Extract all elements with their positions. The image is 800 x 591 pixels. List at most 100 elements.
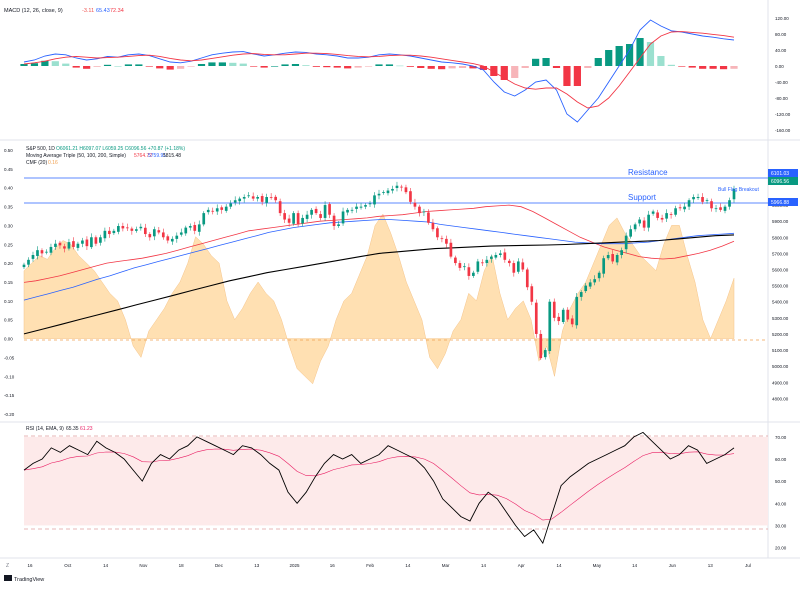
candle <box>130 226 134 235</box>
candle <box>687 198 691 211</box>
candle-body <box>27 259 30 265</box>
candle-body <box>440 238 444 240</box>
candle-body <box>566 309 570 320</box>
candle <box>669 212 673 219</box>
candle <box>503 248 507 263</box>
candle <box>233 196 237 206</box>
time-tick-label: Apr <box>518 563 526 568</box>
rsi-band <box>24 436 768 526</box>
candle <box>323 201 327 221</box>
macd-histogram-bar <box>93 66 101 67</box>
candle <box>431 218 435 232</box>
candle-body <box>534 302 538 334</box>
candle-body <box>233 200 237 203</box>
candle <box>368 200 372 207</box>
candle <box>49 243 53 256</box>
candle <box>328 202 331 219</box>
candle <box>296 210 300 227</box>
candle-body <box>615 255 619 263</box>
price-legend-ohlc: O6061.21 H6097.07 L6059.25 C6096.56 +70.… <box>56 146 185 152</box>
macd-histogram-bar <box>62 63 70 66</box>
candle-body <box>512 263 516 273</box>
candle <box>31 251 35 262</box>
timezone-label[interactable]: Z <box>6 563 9 569</box>
macd-histogram-bar <box>239 63 247 66</box>
candle-body <box>481 262 484 264</box>
macd-histogram-bar <box>103 64 112 66</box>
cmf-axis[interactable]: 0.50 0.45 0.40 0.35 0.30 0.25 0.20 0.15 0.10 0.05… <box>4 148 15 417</box>
rsi-plot <box>23 431 735 545</box>
macd-histogram-bar <box>323 66 331 68</box>
candle <box>485 255 489 267</box>
cmf-legend-name[interactable]: CMF (20) <box>26 160 47 166</box>
candle-body <box>719 207 722 210</box>
candle <box>179 228 183 237</box>
candle-body <box>386 190 390 194</box>
candle <box>651 209 655 216</box>
candle-body <box>382 192 385 193</box>
macd-histogram-bar <box>511 66 519 78</box>
candle <box>561 307 565 324</box>
candle <box>714 205 718 213</box>
price-legend-symbol[interactable]: S&P 500, 1D <box>26 146 55 152</box>
candle <box>63 243 66 253</box>
macd-histogram-bar <box>615 46 623 66</box>
macd-axis[interactable]: 120.00 80.00 40.00 0.00 -40.00 -80.00 -120.00 -… <box>775 16 791 133</box>
macd-histogram-bar <box>719 66 728 70</box>
candle <box>76 241 80 251</box>
candle <box>112 228 116 236</box>
candle <box>54 239 57 250</box>
candle <box>238 196 242 205</box>
candle <box>139 223 143 231</box>
candle <box>454 255 457 266</box>
time-tick-label: 16 <box>27 563 33 568</box>
time-tick-label: 14 <box>481 563 487 568</box>
candle <box>458 260 462 271</box>
candle-body <box>323 205 327 218</box>
macd-histogram-bar <box>333 66 341 68</box>
macd-histogram-bar <box>406 66 414 67</box>
candle <box>507 258 511 267</box>
macd-legend[interactable]: MACD (12, 26, close, 9) <box>4 8 63 14</box>
candle <box>678 204 682 211</box>
time-axis[interactable]: 16 Oct 14 Nov 18 Dec 13 2025 16 Feb 14 Mar 14 Apr 14 Ma… <box>27 563 750 568</box>
candle <box>467 263 471 280</box>
time-tick-label: Nov <box>139 563 148 568</box>
rsi-value-0: 65.35 <box>66 426 79 432</box>
candle-body <box>530 286 534 302</box>
macd-histogram-bar <box>469 66 477 69</box>
macd-histogram-bar <box>438 66 446 70</box>
macd-histogram-bar <box>636 38 644 66</box>
time-tick-label: Jul <box>745 563 751 568</box>
candle-body <box>72 241 75 247</box>
price-tick-label: 5200.00 <box>772 332 789 337</box>
candle-body <box>624 235 628 250</box>
candle <box>314 206 318 216</box>
macd-histogram-bar <box>291 64 300 66</box>
price-axis[interactable]: 6200.006000.005900.005800.005700.005600.… <box>772 171 789 402</box>
candle <box>170 236 174 245</box>
candle-body <box>422 211 426 213</box>
rsi-axis[interactable]: 70.00 60.00 50.00 40.00 30.00 20.00 <box>775 435 787 551</box>
ma-legend-value-2: 5815.48 <box>163 153 181 159</box>
tradingview-logo[interactable]: TradingView <box>4 575 44 583</box>
candle-body <box>40 250 44 254</box>
price-tick-label: 4800.00 <box>772 396 789 401</box>
rsi-legend[interactable]: RSI (14, EMA, 9) <box>26 426 64 432</box>
cmf-tick-label: 0.25 <box>4 242 13 247</box>
macd-histogram-bar <box>385 64 394 66</box>
ma-legend-value-0: 5764.72 <box>134 153 152 159</box>
candle-body <box>103 230 107 239</box>
candle <box>638 216 641 227</box>
macd-value-1: 65.43 <box>96 8 110 14</box>
candle-body <box>467 267 471 276</box>
candle <box>355 203 358 213</box>
price-tick-label: 5000.00 <box>772 364 789 369</box>
ma-legend-name[interactable]: Moving Average Triple (50, 100, 200, Sim… <box>26 153 126 159</box>
time-tick-label: 18 <box>179 563 185 568</box>
candle <box>251 192 255 202</box>
candle-body <box>409 191 412 202</box>
macd-tick-label: -40.00 <box>775 80 788 85</box>
candle-body <box>427 212 430 223</box>
